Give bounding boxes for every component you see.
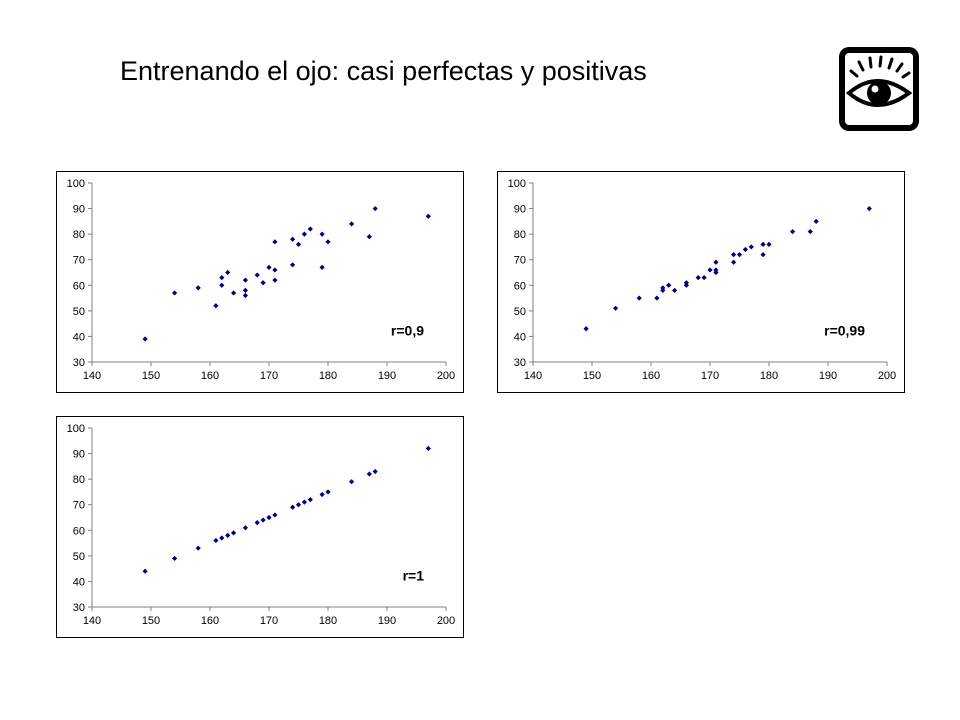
y-tick-label: 100 <box>67 423 85 435</box>
y-tick-label: 40 <box>73 576 85 588</box>
data-point <box>866 205 872 212</box>
x-tick-label: 170 <box>701 370 719 382</box>
y-tick-label: 70 <box>73 255 85 267</box>
data-point <box>319 491 325 498</box>
data-point <box>319 264 325 270</box>
x-tick-label: 170 <box>260 370 278 382</box>
scatter-chart-r09: 30 40 50 60 70 80 90 100 140 150 160 170 180 190 200 r=… <box>56 171 464 398</box>
data-point <box>266 514 272 521</box>
y-tick-label: 90 <box>514 204 526 216</box>
chart-svg: 30 40 50 60 70 80 90 100 140 150 160 170 180 190 200 r=… <box>56 416 464 638</box>
x-tick-label: 200 <box>437 370 455 382</box>
chart-frame <box>56 416 464 638</box>
data-point <box>325 489 331 495</box>
data-point <box>760 241 766 247</box>
y-tick-label: 50 <box>73 306 85 318</box>
y-tick-label: 80 <box>73 229 85 241</box>
data-point <box>366 471 372 477</box>
x-tick-label: 190 <box>819 370 837 382</box>
data-point <box>142 336 148 342</box>
x-tick-label: 140 <box>524 370 542 382</box>
x-tick-label: 180 <box>319 615 337 627</box>
x-tick-label: 140 <box>83 370 101 382</box>
x-tick-label: 200 <box>878 370 896 382</box>
data-point <box>813 218 819 224</box>
data-point <box>142 568 148 574</box>
scatter-chart-r099: 30 40 50 60 70 80 90 100 140 150 160 170 180 190 200 r=… <box>497 171 905 398</box>
y-tick-label: 90 <box>73 204 85 216</box>
x-tick-label: 170 <box>260 615 278 627</box>
data-point <box>195 545 201 551</box>
data-point <box>760 252 766 258</box>
data-point <box>290 504 296 510</box>
x-tick-label: 180 <box>760 370 778 382</box>
y-tick-label: 70 <box>514 255 526 267</box>
data-point <box>766 241 772 247</box>
correlation-label: r=0,99 <box>824 322 865 338</box>
y-tick-label: 80 <box>514 229 526 241</box>
data-point <box>707 267 713 273</box>
data-point <box>213 537 219 544</box>
data-point <box>713 259 719 265</box>
x-tick-label: 150 <box>583 370 601 382</box>
chart-svg: 30 40 50 60 70 80 90 100 140 150 160 170 180 190 200 r=… <box>497 171 905 393</box>
data-point <box>731 259 737 265</box>
page-title: Entrenando el ojo: casi perfectas y posi… <box>120 56 647 86</box>
y-tick-label: 30 <box>73 357 85 369</box>
x-tick-label: 150 <box>142 370 160 382</box>
scatter-chart-r1: 30 40 50 60 70 80 90 100 140 150 160 170 180 190 200 r=… <box>56 416 464 643</box>
x-tick-label: 150 <box>142 615 160 627</box>
chart-svg: 30 40 50 60 70 80 90 100 140 150 160 170 180 190 200 r=… <box>56 171 464 393</box>
data-point <box>242 292 248 299</box>
y-tick-label: 80 <box>73 474 85 486</box>
x-tick-label: 180 <box>319 370 337 382</box>
x-tick-label: 200 <box>437 615 455 627</box>
data-point <box>372 205 378 212</box>
y-tick-label: 70 <box>73 500 85 512</box>
data-point <box>349 221 355 227</box>
data-point <box>366 234 372 240</box>
data-point <box>242 525 248 531</box>
x-tick-label: 160 <box>201 370 219 382</box>
chart-frame <box>56 171 464 393</box>
y-tick-label: 50 <box>514 306 526 318</box>
y-tick-label: 60 <box>73 280 85 292</box>
y-tick-label: 100 <box>508 178 526 190</box>
data-point <box>372 468 378 475</box>
data-point <box>290 236 296 242</box>
y-tick-label: 30 <box>514 357 526 369</box>
data-point <box>736 252 743 258</box>
eye-icon <box>837 45 921 133</box>
y-tick-label: 60 <box>73 525 85 537</box>
y-tick-label: 60 <box>514 280 526 292</box>
x-tick-label: 160 <box>642 370 660 382</box>
y-tick-label: 30 <box>73 602 85 614</box>
data-point <box>219 535 225 541</box>
data-point <box>295 502 302 508</box>
data-point <box>266 264 272 270</box>
data-point <box>790 228 796 235</box>
data-point <box>319 231 325 237</box>
y-tick-label: 40 <box>73 331 85 343</box>
data-point <box>807 228 813 235</box>
x-tick-label: 160 <box>201 615 219 627</box>
correlation-label: r=1 <box>403 567 425 583</box>
data-point <box>349 479 355 485</box>
data-point <box>307 226 313 232</box>
y-tick-label: 90 <box>73 449 85 461</box>
x-tick-label: 140 <box>83 615 101 627</box>
chart-frame <box>497 171 905 393</box>
data-point <box>295 241 302 247</box>
y-tick-label: 40 <box>514 331 526 343</box>
data-point <box>425 213 431 219</box>
y-tick-label: 100 <box>67 178 85 190</box>
correlation-label: r=0,9 <box>391 322 424 338</box>
data-point <box>260 280 266 286</box>
data-point <box>325 239 331 245</box>
data-point <box>213 303 219 309</box>
x-tick-label: 190 <box>378 615 396 627</box>
data-point <box>225 269 231 276</box>
y-tick-label: 50 <box>73 551 85 563</box>
x-tick-label: 190 <box>378 370 396 382</box>
